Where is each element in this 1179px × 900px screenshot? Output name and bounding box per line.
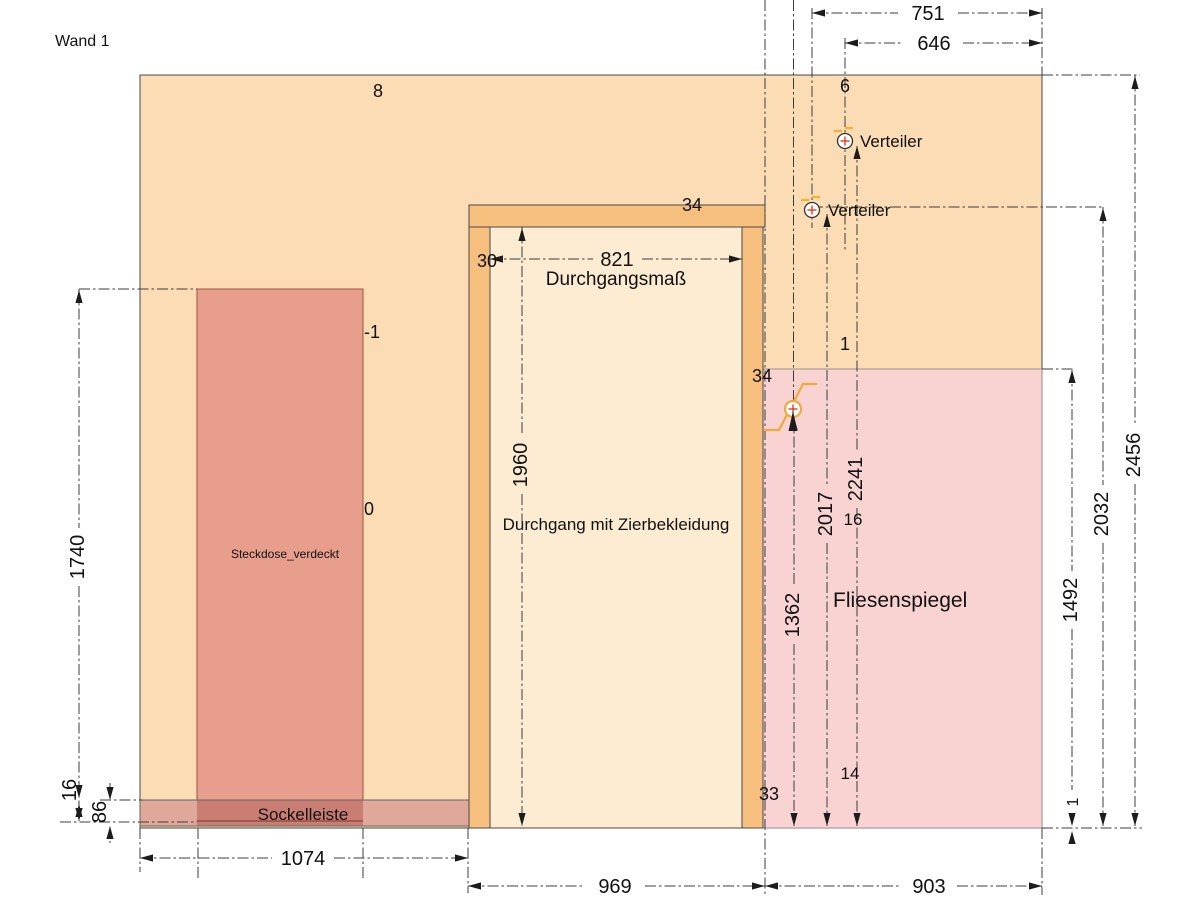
dimension-label-1074: 1074 [281, 848, 326, 870]
dimension-label-2017: 2017 [815, 492, 837, 537]
drawing-title: Wand 1 [55, 33, 110, 50]
object-id-labels: 8 6 -1 0 1 16 14 34 30 34 33 [364, 76, 862, 804]
clearance-label: Durchgangsmaß [546, 269, 686, 290]
door-frame-durchgang[interactable]: Durchgang mit Zierbekleidung [468, 204, 766, 829]
dimension-2017: 2017 [815, 214, 837, 826]
id-label-outlet-mid: 0 [364, 499, 374, 519]
dimension-label-1492: 1492 [1060, 578, 1082, 623]
dimension-646: 646 [845, 33, 1042, 55]
dimension-label-1960: 1960 [510, 443, 532, 488]
id-label-34-top: 34 [682, 195, 702, 215]
dimension-label-646: 646 [917, 33, 950, 55]
dimension-label-969: 969 [598, 876, 631, 898]
dimension-2241: 2241 [845, 146, 867, 826]
id-label-outlet-top: -1 [364, 322, 380, 342]
socket-symbol[interactable] [764, 382, 817, 432]
tile-area-label: Fliesenspiegel [833, 589, 967, 612]
dimension-969: 969 [468, 876, 765, 898]
dimension-1074: 1074 [140, 848, 468, 870]
baseboard-sockelleiste[interactable]: Sockelleiste [139, 799, 470, 827]
baseboard-label: Sockelleiste [258, 805, 349, 824]
dimension-1740: 1740 [67, 289, 89, 821]
dimension-1960: 1960 [510, 227, 532, 826]
id-label-33: 33 [759, 784, 779, 804]
dimension-label-2241: 2241 [845, 457, 867, 502]
dimension-label-751: 751 [911, 3, 944, 25]
tile-area-fliesenspiegel[interactable]: Fliesenspiegel [762, 368, 1043, 829]
id-label-30: 30 [477, 251, 497, 271]
dimension-903: 903 [765, 876, 1042, 898]
door-opening-label: Durchgang mit Zierbekleidung [503, 515, 730, 534]
dimension-label-821: 821 [600, 249, 633, 271]
construction-lines [60, 0, 1142, 895]
dimension-1362: 1362 [782, 417, 804, 826]
outlet-area-steckdose[interactable]: Steckdose_verdeckt [196, 288, 364, 822]
distributor-lower-label: Verteiler [828, 201, 891, 220]
dimension-2456: 2456 [1123, 75, 1145, 826]
dimension-label-2032: 2032 [1091, 492, 1113, 537]
dimension-label-903: 903 [912, 876, 945, 898]
id-label-tile: 1 [840, 334, 850, 354]
dimension-label-1740: 1740 [67, 535, 89, 580]
distributor-symbol-lower[interactable]: Verteiler [801, 195, 891, 220]
distributor-symbol-upper[interactable]: Verteiler [834, 126, 923, 151]
id-label-16: 16 [844, 510, 863, 529]
dimension-label-1362: 1362 [782, 593, 804, 638]
dimension-821-durchgangsmass: 821 Durchgangsmaß [490, 249, 742, 290]
dimension-86: 86 [89, 783, 114, 843]
dimension-label-1: 1 [1065, 797, 1082, 806]
dimension-1492: 1492 1 [1060, 370, 1082, 844]
outlet-area-label: Steckdose_verdeckt [231, 547, 340, 561]
dimension-label-16: 16 [59, 779, 81, 801]
id-label-top-point: 6 [840, 76, 850, 96]
id-label-14: 14 [841, 764, 860, 783]
dimension-2032: 2032 [1091, 207, 1113, 826]
id-label-wall: 8 [373, 81, 383, 101]
id-label-34-right: 34 [752, 366, 772, 386]
dimension-label-2456: 2456 [1123, 433, 1145, 478]
dimension-label-86: 86 [89, 801, 111, 823]
dimension-16: 16 [59, 779, 83, 817]
dimension-751: 751 [812, 3, 1042, 25]
distributor-upper-label: Verteiler [860, 132, 923, 151]
